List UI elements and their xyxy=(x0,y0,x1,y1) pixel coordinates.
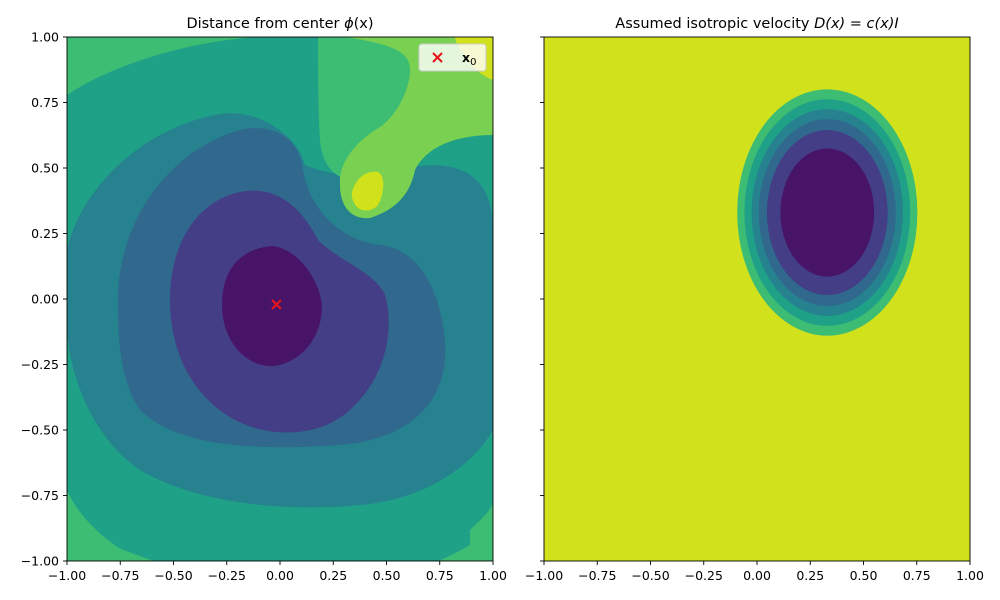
contour-band-lower-right xyxy=(470,500,493,561)
x-tick-label: −1.00 xyxy=(525,568,563,583)
x-tick-label: −0.75 xyxy=(578,568,616,583)
x-tick-label: 0.50 xyxy=(373,568,401,583)
contour-band-1 xyxy=(222,246,322,367)
x-tick-label: −1.00 xyxy=(48,568,86,583)
x-tick-label: −0.25 xyxy=(685,568,723,583)
legend: x0 xyxy=(418,43,487,72)
right-y-axis xyxy=(540,36,544,562)
left-chart: Distance from center ϕ(x) xyxy=(21,16,507,583)
x-tick-label: 1.00 xyxy=(956,568,984,583)
right-chart-title: Assumed isotropic velocity D(x) = c(x)I xyxy=(615,16,898,32)
y-tick-label: −1.00 xyxy=(21,554,59,569)
y-tick-label: −0.50 xyxy=(21,423,59,438)
x-tick-label: 0.50 xyxy=(850,568,878,583)
velocity-ellipses xyxy=(737,89,918,336)
x-tick-label: −0.50 xyxy=(154,568,192,583)
y-tick-label: −0.25 xyxy=(21,357,59,372)
right-chart: Assumed isotropic velocity D(x) = c(x)I … xyxy=(525,16,984,583)
x-tick-label: 1.00 xyxy=(479,568,507,583)
left-chart-title: Distance from center ϕ(x) xyxy=(186,16,373,32)
x-tick-label: 0.00 xyxy=(743,568,771,583)
x-tick-label: 0.25 xyxy=(319,568,347,583)
center-point-marker xyxy=(271,299,282,310)
x-tick-label: 0.25 xyxy=(796,568,824,583)
left-contour-field xyxy=(67,37,493,561)
contour-band-peak-mid xyxy=(351,171,384,211)
legend-label: x0 xyxy=(462,50,476,68)
y-tick-label: 0.75 xyxy=(31,95,59,110)
velocity-level-6 xyxy=(780,148,875,277)
x-tick-label: 0.75 xyxy=(903,568,931,583)
x-tick-label: −0.25 xyxy=(208,568,246,583)
x-tick-label: 0.75 xyxy=(426,568,454,583)
legend-box xyxy=(418,43,487,72)
left-x-axis: −1.00 −0.75 −0.50 −0.25 0.00 0.25 0.50 0.75 1.00 xyxy=(48,561,507,583)
contour-band-lower-left xyxy=(67,490,140,561)
y-tick-label: 0.00 xyxy=(31,292,59,307)
y-tick-label: 0.50 xyxy=(31,161,59,176)
x-tick-label: 0.00 xyxy=(266,568,294,583)
y-tick-label: 1.00 xyxy=(31,30,59,45)
x-tick-label: −0.75 xyxy=(101,568,139,583)
legend-marker-icon xyxy=(432,52,443,63)
y-tick-label: 0.25 xyxy=(31,226,59,241)
right-x-axis: −1.00 −0.75 −0.50 −0.25 0.00 0.25 0.50 0.75 1.00 xyxy=(525,561,984,583)
right-contour-field xyxy=(544,37,970,561)
y-tick-label: −0.75 xyxy=(21,488,59,503)
velocity-background xyxy=(544,37,970,561)
left-y-axis: −1.00 −0.75 −0.50 −0.25 0.00 0.25 0.50 0.75 1.00 xyxy=(21,30,67,569)
x-tick-label: −0.50 xyxy=(631,568,669,583)
